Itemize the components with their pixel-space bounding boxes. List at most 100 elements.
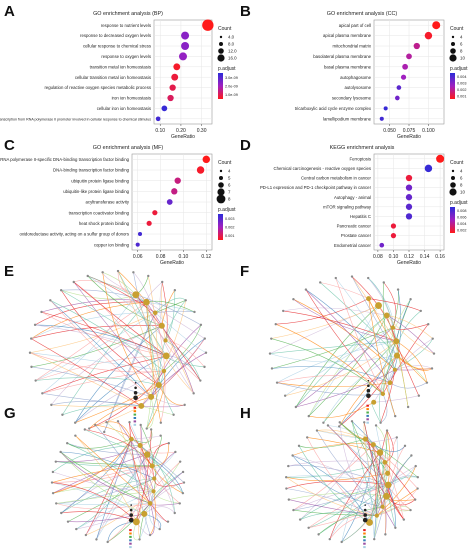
- legend-count-title: Count: [450, 26, 464, 32]
- edge: [146, 396, 154, 429]
- edge: [388, 341, 397, 417]
- legend-size-dot: [134, 386, 137, 390]
- term-node: [383, 312, 390, 319]
- gene-node: [328, 537, 331, 541]
- category-label: oxidoreductase activity, acting on a sul…: [19, 232, 129, 237]
- gene-node: [374, 424, 378, 427]
- gene-node: [73, 421, 77, 424]
- legend-color-swatch: [129, 542, 132, 545]
- edge: [396, 355, 433, 371]
- dotplot-a: GO enrichment analysis (BP) 0.10 0.20 0.30G…: [0, 11, 238, 140]
- gene-node: [30, 365, 33, 369]
- gene-node: [128, 421, 131, 424]
- legend-color-swatch: [129, 535, 132, 538]
- legend-color-title: p.adjust: [218, 66, 236, 72]
- cnet-h: [285, 420, 419, 549]
- chart-title: KEGG enrichment analysis: [330, 145, 395, 151]
- dotplot-d: KEGG enrichment analysis 0.08 0.10 0.12 0.14…: [260, 145, 468, 266]
- term-node: [129, 436, 134, 442]
- edge: [141, 405, 174, 416]
- legend-size-dot: [366, 393, 371, 399]
- legend-size-dot: [449, 54, 457, 62]
- data-point: [383, 106, 388, 111]
- edge: [135, 294, 201, 381]
- gene-node: [297, 444, 301, 448]
- edge: [87, 275, 166, 341]
- legend-color-swatch: [366, 411, 369, 414]
- data-point: [167, 94, 174, 102]
- legend-colorbar: [450, 73, 455, 99]
- edge: [373, 444, 379, 540]
- legend-size-label: 4.0: [228, 35, 235, 40]
- data-point: [169, 84, 176, 91]
- gene-node: [416, 487, 419, 490]
- edge: [365, 438, 375, 540]
- category-label: Ferroptosis: [350, 156, 372, 161]
- edge: [269, 340, 397, 354]
- category-label: RNA polymerase II-specific DNA-binding t…: [0, 157, 129, 162]
- edge: [351, 276, 397, 342]
- panel-letter-f: F: [240, 263, 249, 280]
- edge: [144, 506, 175, 515]
- data-point: [135, 242, 140, 247]
- legend-size-dot: [450, 48, 456, 54]
- gene-node: [51, 491, 55, 495]
- gene-node: [203, 337, 206, 340]
- gene-node: [178, 460, 182, 463]
- term-node: [380, 391, 386, 397]
- legend-size-label: 8: [228, 197, 231, 202]
- edge: [102, 272, 152, 398]
- legend-color-label: 0.004: [457, 222, 467, 226]
- category-label: basolateral plasma membrane: [313, 54, 371, 59]
- edge: [51, 482, 137, 523]
- dotplot-layer: GO enrichment analysis (BP)0.10 0.20 0.30G…: [0, 11, 468, 266]
- legend-size-dot: [451, 176, 455, 180]
- legend-color-label: 0.003: [225, 217, 235, 221]
- legend-color-title: p.adjust: [450, 66, 468, 72]
- legend-size-dot: [219, 176, 223, 180]
- edge: [141, 352, 207, 407]
- edge: [136, 424, 142, 522]
- edge: [365, 438, 418, 478]
- legend-size-dot: [451, 42, 455, 46]
- x-tick-label: 0.050: [383, 128, 396, 134]
- edge: [146, 302, 194, 394]
- x-tick-label: 0.10: [179, 254, 189, 260]
- gene-node: [103, 430, 106, 434]
- gene-node: [95, 538, 98, 541]
- term-node: [380, 504, 385, 509]
- data-point: [174, 177, 181, 184]
- edge: [60, 451, 151, 504]
- edge: [308, 315, 388, 417]
- edge: [60, 451, 145, 515]
- legend-size-label: 8: [460, 183, 463, 188]
- term-node: [153, 310, 158, 316]
- edge: [316, 430, 383, 508]
- legend-size-dot: [363, 508, 367, 512]
- gene-node: [292, 508, 295, 512]
- legend-size-label: 6: [460, 176, 463, 181]
- data-point: [152, 210, 158, 216]
- edge: [153, 451, 176, 479]
- edge: [135, 294, 194, 394]
- data-point: [424, 31, 433, 40]
- edge: [74, 355, 167, 423]
- gene-node: [409, 298, 412, 301]
- gene-node: [275, 381, 279, 384]
- edge: [373, 338, 433, 403]
- gene-node: [350, 275, 354, 278]
- category-label: acyltransferase activity: [86, 200, 130, 205]
- edge: [129, 422, 153, 467]
- edge: [318, 506, 383, 535]
- gene-node: [298, 518, 302, 521]
- term-node: [392, 367, 397, 372]
- edge: [308, 305, 379, 417]
- category-label: response to oxygen levels: [101, 54, 151, 59]
- legend-size-dot: [451, 35, 455, 39]
- data-point: [390, 233, 397, 239]
- gene-node: [66, 520, 70, 523]
- edge: [85, 438, 132, 536]
- gene-node: [285, 487, 288, 490]
- edge: [67, 438, 132, 449]
- term-node: [148, 393, 155, 400]
